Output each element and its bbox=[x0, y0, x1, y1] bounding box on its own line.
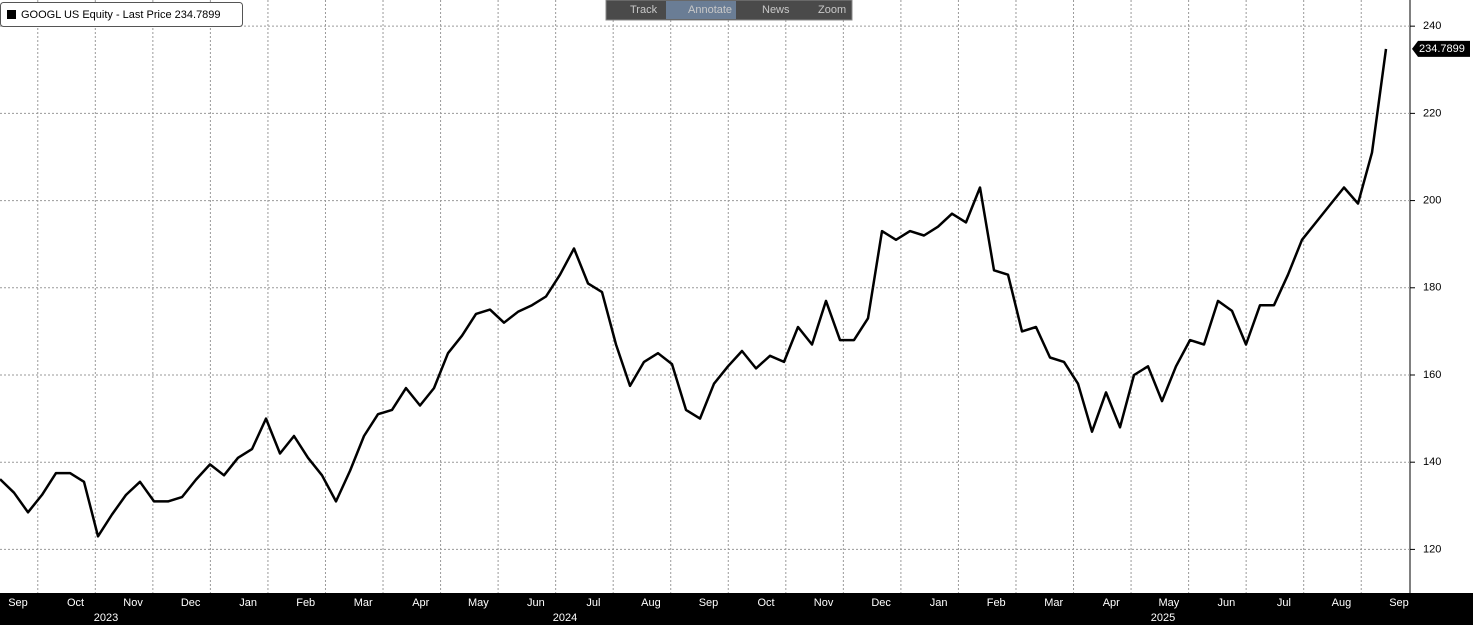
x-tick-label: May bbox=[1158, 597, 1179, 609]
y-tick-label: 140 bbox=[1423, 456, 1441, 468]
year-label: 2023 bbox=[94, 612, 118, 624]
x-tick-label: Jan bbox=[239, 597, 257, 609]
year-label: 2025 bbox=[1151, 612, 1175, 624]
x-tick-label: Apr bbox=[412, 597, 429, 609]
x-tick-label: Aug bbox=[641, 597, 661, 609]
legend-swatch bbox=[7, 10, 16, 19]
x-tick-label: Feb bbox=[987, 597, 1006, 609]
x-tick-label: Jun bbox=[1218, 597, 1236, 609]
x-tick-label: Sep bbox=[8, 597, 28, 609]
legend: GOOGL US Equity - Last Price 234.7899 bbox=[0, 2, 243, 27]
y-tick-label: 240 bbox=[1423, 20, 1441, 32]
x-tick-label: Sep bbox=[699, 597, 719, 609]
x-tick-label: Mar bbox=[1044, 597, 1063, 609]
last-price-label: 234.7899 bbox=[1419, 43, 1465, 55]
year-label: 2024 bbox=[553, 612, 577, 624]
y-tick-label: 120 bbox=[1423, 543, 1441, 555]
legend-box bbox=[0, 2, 243, 27]
last-price-tag bbox=[1412, 40, 1470, 57]
y-tick-label: 220 bbox=[1423, 107, 1441, 119]
toolbar-button[interactable]: Track bbox=[630, 4, 658, 16]
x-tick-label: Sep bbox=[1389, 597, 1409, 609]
x-tick-label: Aug bbox=[1332, 597, 1352, 609]
y-tick-label: 200 bbox=[1423, 194, 1441, 206]
legend-value: 234.7899 bbox=[175, 9, 221, 21]
x-tick-label: Jul bbox=[586, 597, 600, 609]
x-tick-label: Jan bbox=[930, 597, 948, 609]
x-tick-label: Oct bbox=[757, 597, 774, 609]
legend-text: GOOGL US Equity - Last Price 234.7899 bbox=[21, 9, 221, 21]
x-tick-label: Mar bbox=[354, 597, 373, 609]
x-tick-label: Jun bbox=[527, 597, 545, 609]
x-tick-label: Nov bbox=[814, 597, 834, 609]
toolbar-active bbox=[666, 1, 736, 19]
x-tick-label: Nov bbox=[123, 597, 143, 609]
x-tick-label: Dec bbox=[871, 597, 891, 609]
toolbar-button[interactable]: News bbox=[762, 4, 790, 16]
x-axis-band bbox=[0, 593, 1473, 625]
x-tick-label: Jul bbox=[1277, 597, 1291, 609]
y-tick-label: 180 bbox=[1423, 282, 1441, 294]
x-tick-label: Apr bbox=[1103, 597, 1120, 609]
toolbar-button[interactable]: Annotate bbox=[688, 4, 732, 16]
x-tick-label: Dec bbox=[181, 597, 201, 609]
toolbar-button[interactable]: Zoom bbox=[818, 4, 846, 16]
toolbar: Track Annotate News Zoom bbox=[605, 0, 853, 21]
price-line bbox=[0, 48, 1388, 538]
x-tick-label: May bbox=[468, 597, 489, 609]
grid bbox=[0, 0, 1410, 593]
y-tick-label: 160 bbox=[1423, 369, 1441, 381]
x-tick-label: Oct bbox=[67, 597, 84, 609]
legend-label: GOOGL US Equity - Last Price bbox=[21, 9, 172, 21]
x-tick-label: Feb bbox=[296, 597, 315, 609]
